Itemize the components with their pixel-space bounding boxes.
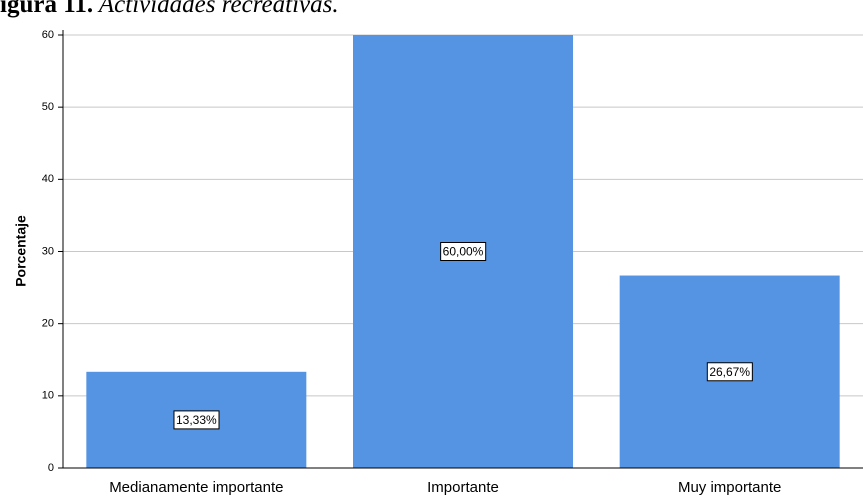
y-tick-label: 60 [42,29,54,41]
y-tick-label: 40 [42,173,54,185]
y-tick-labels: 0 10 20 30 40 50 60 [42,29,54,474]
data-labels: 13,33% 60,00% 26,67% [173,242,753,430]
data-label-frame [173,410,220,430]
data-label-frame [440,242,487,261]
axes [58,30,863,469]
data-label-box: 26,67% [706,362,753,382]
data-label: 13,33% [176,413,217,427]
figure-caption-text: Actividades recreativas. [93,0,339,18]
y-tick-label: 0 [48,462,54,474]
data-label: 26,67% [709,365,750,379]
x-category-label: Importante [427,479,499,496]
figure-caption-label: igura 11. [0,0,94,18]
y-axis-label: Porcentaje [13,215,29,287]
x-category-label: Medianamente importante [109,479,283,496]
data-label-box: 13,33% [173,410,220,430]
data-label-box: 60,00% [440,242,487,261]
y-tick-label: 30 [42,245,54,257]
data-label: 60,00% [443,245,484,259]
data-label-frame [706,362,753,382]
x-category-labels: Medianamente importante Importante Muy imp… [109,479,781,496]
y-tick-label: 10 [42,390,54,402]
y-tick-label: 20 [42,318,54,330]
x-category-label: Muy importante [678,479,781,496]
figure-caption: igura 11. Actividades recreativas. [0,0,339,21]
y-tick-label: 50 [42,101,54,113]
